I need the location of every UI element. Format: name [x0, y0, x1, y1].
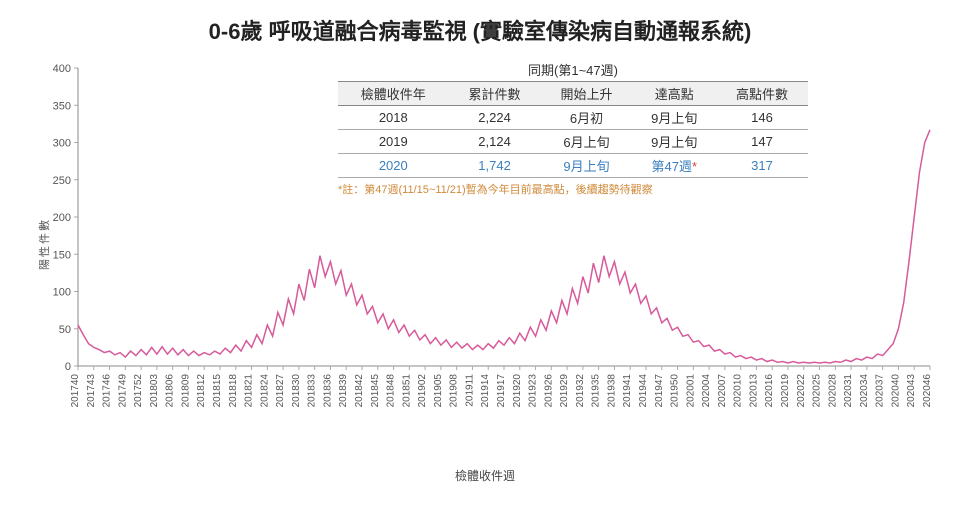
- x-tick-label: 201917: [496, 374, 507, 408]
- table-row: 20201,7429月上旬第47週*317: [338, 154, 808, 178]
- svg-text:100: 100: [53, 287, 71, 299]
- x-tick-label: 201920: [512, 374, 523, 408]
- x-tick-label: 201944: [638, 374, 649, 408]
- table-cell: 2,224: [449, 106, 541, 130]
- x-tick-label: 202013: [748, 374, 759, 408]
- x-tick-label: 201818: [228, 374, 239, 408]
- x-tick-label: 201911: [464, 374, 475, 407]
- x-tick-label: 201905: [433, 374, 444, 408]
- x-tick-label: 201833: [307, 374, 318, 408]
- x-tick-label: 202016: [764, 374, 775, 408]
- x-axis-label: 檢體收件週: [30, 467, 940, 484]
- x-tick-label: 202004: [701, 374, 712, 408]
- x-tick-label: 201824: [259, 374, 270, 408]
- summary-table-grid: 檢體收件年累計件數開始上升達高點高點件數 20182,2246月初9月上旬146…: [338, 81, 808, 178]
- x-tick-label: 201938: [606, 374, 617, 408]
- table-cell: 第47週*: [632, 154, 716, 178]
- x-tick-label: 201746: [102, 374, 113, 408]
- table-cell: 2020: [338, 154, 449, 178]
- table-cell: 317: [716, 154, 808, 178]
- x-tick-label: 202046: [922, 374, 933, 408]
- table-cell: 9月上旬: [541, 154, 633, 178]
- table-col-header: 累計件數: [449, 82, 541, 106]
- x-tick-label: 202019: [780, 374, 791, 408]
- table-cell: 6月上旬: [541, 130, 633, 154]
- table-col-header: 達高點: [632, 82, 716, 106]
- x-tick-label: 201848: [386, 374, 397, 408]
- x-tick-label: 201908: [449, 374, 460, 408]
- x-tick-label: 201749: [117, 374, 128, 408]
- x-tick-label: 202043: [906, 374, 917, 408]
- summary-table: 同期(第1~47週) 檢體收件年累計件數開始上升達高點高點件數 20182,22…: [338, 60, 808, 197]
- x-tick-label: 201809: [180, 374, 191, 408]
- x-tick-label: 201743: [86, 374, 97, 408]
- table-row: 20182,2246月初9月上旬146: [338, 106, 808, 130]
- x-tick-label: 202037: [875, 374, 886, 408]
- table-cell: 9月上旬: [632, 106, 716, 130]
- x-tick-label: 201806: [165, 374, 176, 408]
- svg-text:350: 350: [53, 100, 71, 112]
- table-cell: 146: [716, 106, 808, 130]
- table-cell: 1,742: [449, 154, 541, 178]
- x-tick-label: 201851: [401, 374, 412, 408]
- svg-text:300: 300: [53, 138, 71, 150]
- x-tick-label: 201941: [622, 374, 633, 408]
- x-tick-label: 202031: [843, 374, 854, 408]
- svg-text:250: 250: [53, 175, 71, 187]
- x-tick-label: 202028: [827, 374, 838, 408]
- table-cell: 6月初: [541, 106, 633, 130]
- x-tick-label: 201740: [70, 374, 81, 408]
- svg-text:0: 0: [65, 361, 71, 373]
- y-axis-label: 陽性件數: [36, 218, 52, 270]
- table-row: 20192,1246月上旬9月上旬147: [338, 130, 808, 154]
- svg-text:150: 150: [53, 249, 71, 261]
- x-tick-label: 201950: [670, 374, 681, 408]
- svg-text:400: 400: [53, 63, 71, 75]
- table-cell: 147: [716, 130, 808, 154]
- x-tick-label: 201812: [196, 374, 207, 408]
- x-tick-label: 201821: [244, 374, 255, 408]
- x-tick-label: 202001: [685, 374, 696, 408]
- x-tick-label: 202022: [796, 374, 807, 408]
- x-tick-label: 201836: [322, 374, 333, 408]
- x-tick-label: 201929: [559, 374, 570, 408]
- svg-text:50: 50: [59, 324, 71, 336]
- table-col-header: 檢體收件年: [338, 82, 449, 106]
- table-caption: 同期(第1~47週): [338, 60, 808, 81]
- x-tick-label: 202010: [733, 374, 744, 408]
- x-tick-label: 201803: [149, 374, 160, 408]
- table-footnote: *註：第47週(11/15~11/21)暫為今年目前最高點，後續趨勢待觀察: [338, 181, 808, 197]
- table-cell: 2019: [338, 130, 449, 154]
- x-tick-label: 201914: [480, 374, 491, 408]
- x-tick-label: 202025: [812, 374, 823, 408]
- chart-title: 0-6歲 呼吸道融合病毒監視 (實驗室傳染病自動通報系統): [0, 14, 960, 46]
- table-col-header: 高點件數: [716, 82, 808, 106]
- table-cell: 2,124: [449, 130, 541, 154]
- x-tick-label: 201923: [528, 374, 539, 408]
- x-tick-label: 201926: [543, 374, 554, 408]
- table-cell: 9月上旬: [632, 130, 716, 154]
- x-tick-label: 201830: [291, 374, 302, 408]
- x-tick-label: 201839: [338, 374, 349, 408]
- x-tick-label: 201752: [133, 374, 144, 408]
- x-tick-label: 201947: [654, 374, 665, 408]
- x-tick-label: 201842: [354, 374, 365, 408]
- table-col-header: 開始上升: [541, 82, 633, 106]
- x-tick-label: 202007: [717, 374, 728, 408]
- x-tick-label: 201902: [417, 374, 428, 408]
- x-tick-label: 201932: [575, 374, 586, 408]
- x-tick-label: 202040: [890, 374, 901, 408]
- x-tick-label: 201845: [370, 374, 381, 408]
- table-cell: 2018: [338, 106, 449, 130]
- x-tick-label: 201827: [275, 374, 286, 408]
- x-tick-label: 202034: [859, 374, 870, 408]
- x-tick-label: 201935: [591, 374, 602, 408]
- svg-text:200: 200: [53, 212, 71, 224]
- x-tick-label: 201815: [212, 374, 223, 408]
